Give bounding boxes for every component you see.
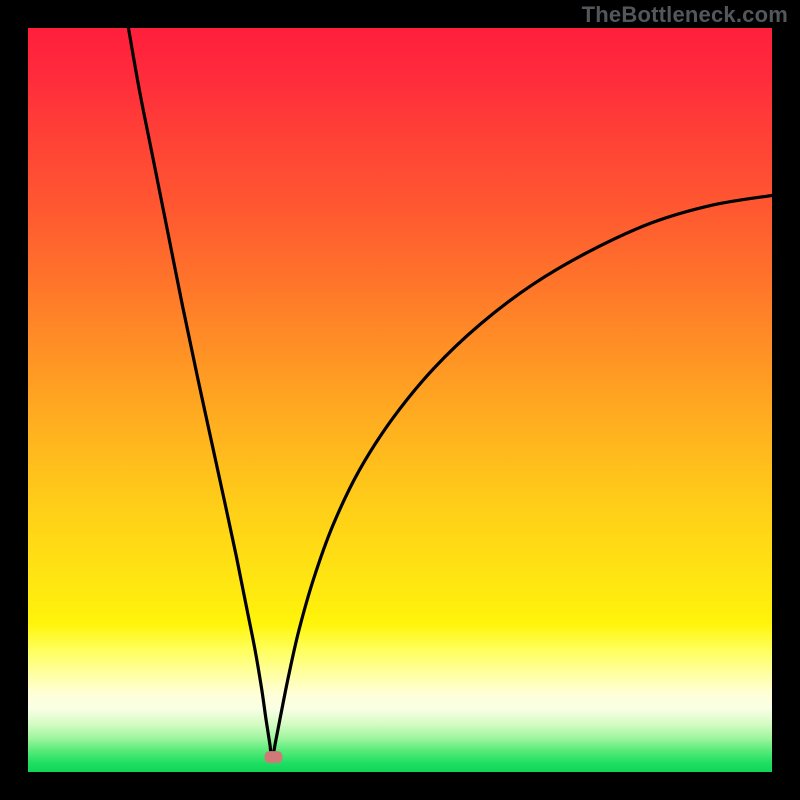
- attribution-text: TheBottleneck.com: [582, 2, 788, 28]
- chart-svg: [0, 0, 800, 800]
- figure-canvas: TheBottleneck.com: [0, 0, 800, 800]
- plot-background: [28, 28, 772, 772]
- minimum-marker: [265, 751, 283, 763]
